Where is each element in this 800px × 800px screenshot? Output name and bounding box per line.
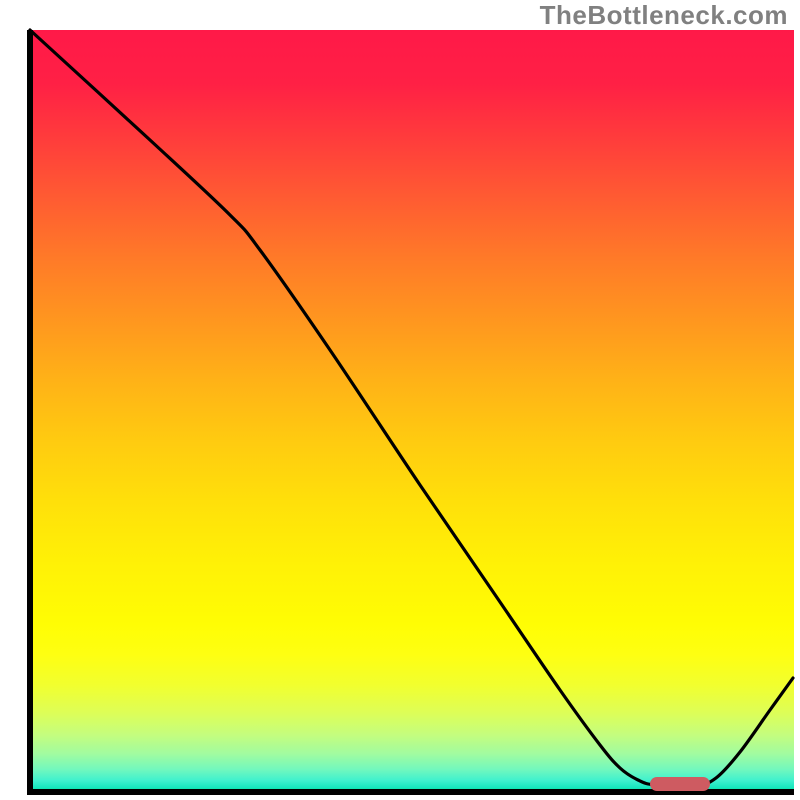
chart-container: TheBottleneck.com: [0, 0, 800, 800]
minimum-marker: [650, 777, 710, 791]
bottleneck-chart: [0, 0, 800, 800]
watermark-label: TheBottleneck.com: [540, 0, 788, 30]
chart-background: [30, 30, 794, 792]
